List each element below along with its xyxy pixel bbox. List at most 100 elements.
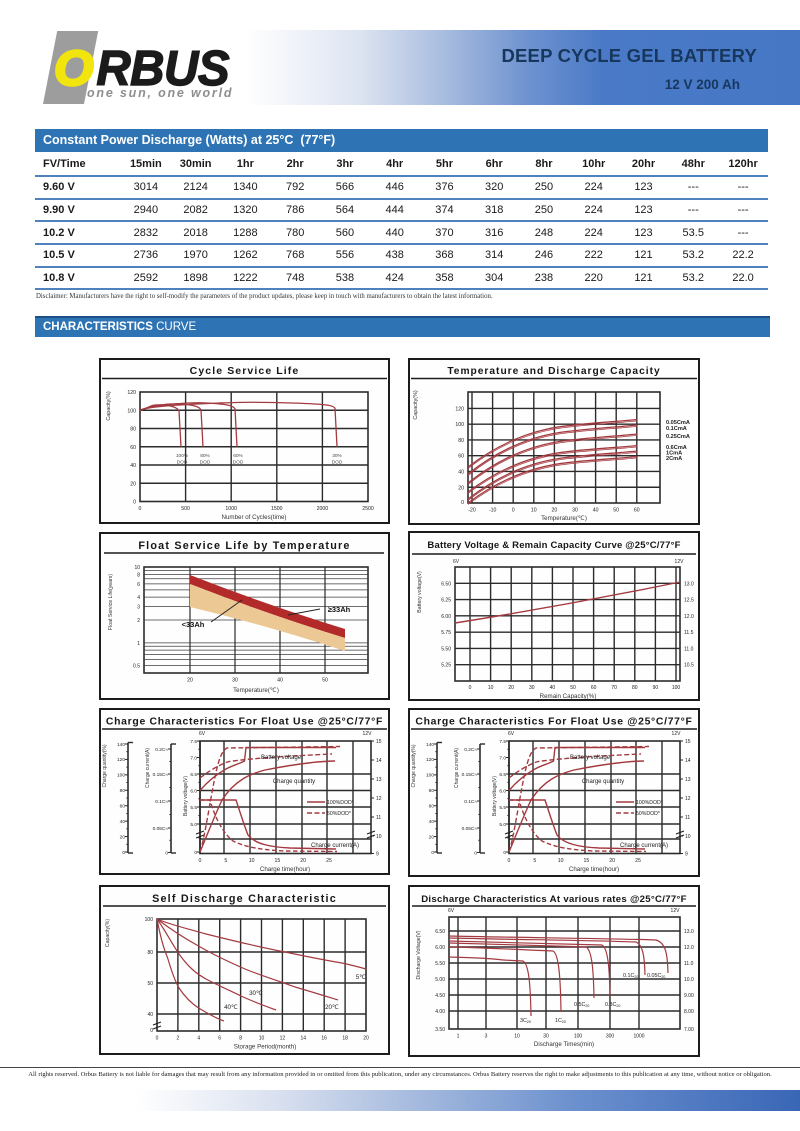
- svg-text:10: 10: [558, 858, 564, 864]
- svg-text:DOD: DOD: [177, 460, 188, 466]
- svg-text:0.5C20: 0.5C20: [574, 1002, 589, 1008]
- svg-text:100: 100: [455, 422, 464, 428]
- svg-text:7.5: 7.5: [190, 739, 197, 745]
- svg-text:11.0: 11.0: [684, 961, 694, 967]
- svg-text:Discharge Voltage(V): Discharge Voltage(V): [416, 930, 422, 979]
- svg-text:60: 60: [458, 454, 464, 460]
- svg-text:Temperature(℃): Temperature(℃): [233, 687, 279, 694]
- svg-text:10: 10: [259, 1036, 265, 1042]
- svg-text:80: 80: [632, 685, 638, 691]
- svg-text:10: 10: [249, 858, 255, 864]
- svg-text:Capacity(%): Capacity(%): [106, 391, 112, 421]
- svg-text:100: 100: [117, 773, 125, 779]
- svg-text:60: 60: [120, 804, 126, 810]
- svg-text:0.3C20: 0.3C20: [605, 1002, 620, 1008]
- svg-text:40: 40: [120, 819, 126, 825]
- svg-text:0.2C≈: 0.2C≈: [155, 747, 168, 753]
- svg-text:1: 1: [137, 641, 140, 647]
- svg-text:140: 140: [117, 742, 125, 748]
- svg-text:100%DOD*: 100%DOD*: [327, 800, 354, 806]
- svg-text:100: 100: [574, 1034, 583, 1040]
- svg-text:9.00: 9.00: [684, 993, 694, 999]
- svg-text:16: 16: [321, 1036, 327, 1042]
- svg-text:4.50: 4.50: [435, 993, 445, 999]
- svg-text:10.0: 10.0: [684, 977, 694, 983]
- svg-text:10.5: 10.5: [684, 663, 694, 669]
- svg-text:4: 4: [197, 1036, 200, 1042]
- svg-text:6.5: 6.5: [190, 772, 197, 778]
- svg-text:1000: 1000: [633, 1034, 644, 1040]
- svg-text:Number of Cycles(time): Number of Cycles(time): [222, 514, 287, 521]
- svg-text:20: 20: [609, 858, 615, 864]
- svg-text:6: 6: [218, 1036, 221, 1042]
- svg-text:100: 100: [145, 917, 154, 923]
- svg-text:30: 30: [543, 1034, 549, 1040]
- svg-text:Cycle Service Life: Cycle Service Life: [190, 365, 300, 377]
- svg-text:6V: 6V: [508, 731, 515, 737]
- svg-text:40: 40: [130, 463, 136, 469]
- svg-text:-10: -10: [489, 508, 497, 514]
- svg-text:80: 80: [130, 427, 136, 433]
- svg-text:5.5: 5.5: [499, 805, 506, 811]
- svg-text:120: 120: [426, 757, 434, 763]
- svg-text:20: 20: [508, 685, 514, 691]
- svg-text:100: 100: [127, 408, 136, 414]
- svg-text:80: 80: [120, 788, 126, 794]
- svg-text:0: 0: [199, 858, 202, 864]
- svg-text:2: 2: [137, 618, 140, 624]
- svg-text:20: 20: [552, 508, 558, 514]
- svg-text:8: 8: [239, 1036, 242, 1042]
- svg-text:15: 15: [685, 739, 691, 745]
- svg-text:Charge current(A): Charge current(A): [620, 843, 668, 849]
- svg-text:30: 30: [529, 685, 535, 691]
- svg-text:5.25: 5.25: [441, 663, 451, 669]
- svg-text:11: 11: [685, 815, 690, 821]
- svg-text:140: 140: [426, 742, 434, 748]
- svg-text:6.00: 6.00: [441, 614, 451, 620]
- svg-text:0: 0: [512, 508, 515, 514]
- svg-text:6.25: 6.25: [441, 598, 451, 604]
- svg-text:Temperature and Discharge C: Temperature and Discharge Capacity: [447, 366, 660, 377]
- svg-text:5.5: 5.5: [190, 805, 197, 811]
- svg-text:Charge time(hour): Charge time(hour): [260, 866, 310, 873]
- svg-text:6V: 6V: [448, 908, 455, 914]
- svg-text:0.6CmA: 0.6CmA: [666, 445, 687, 451]
- svg-text:12V: 12V: [675, 559, 685, 565]
- svg-text:1500: 1500: [271, 506, 283, 512]
- svg-text:60: 60: [130, 445, 136, 451]
- svg-text:60: 60: [429, 804, 435, 810]
- svg-text:120: 120: [127, 390, 136, 396]
- svg-text:Float Service Life by Temperat: Float Service Life by Temperature: [138, 540, 350, 552]
- svg-text:10: 10: [685, 834, 691, 840]
- svg-text:100%DOD*: 100%DOD*: [636, 800, 663, 806]
- svg-text:14: 14: [376, 758, 382, 764]
- svg-text:80%: 80%: [200, 453, 210, 459]
- svg-text:1000: 1000: [225, 506, 237, 512]
- svg-text:2500: 2500: [362, 506, 374, 512]
- svg-text:≥33Ah: ≥33Ah: [328, 605, 351, 614]
- svg-text:40: 40: [147, 1012, 153, 1018]
- svg-text:0.1C20: 0.1C20: [623, 973, 638, 979]
- svg-text:7.00: 7.00: [684, 1027, 694, 1033]
- svg-text:Temperature(℃): Temperature(℃): [541, 515, 587, 522]
- svg-text:60: 60: [634, 508, 640, 514]
- svg-text:50: 50: [613, 508, 619, 514]
- svg-text:25: 25: [326, 858, 332, 864]
- svg-text:4: 4: [137, 595, 140, 601]
- svg-text:5: 5: [533, 858, 536, 864]
- svg-text:100%: 100%: [176, 453, 189, 459]
- svg-text:DOD: DOD: [233, 460, 244, 466]
- svg-text:20: 20: [458, 485, 464, 491]
- svg-text:Remain Capacity(%): Remain Capacity(%): [540, 693, 597, 700]
- svg-text:30: 30: [572, 508, 578, 514]
- svg-text:6.0: 6.0: [499, 788, 506, 794]
- svg-text:0.2C≈: 0.2C≈: [464, 747, 477, 753]
- svg-text:3: 3: [137, 605, 140, 611]
- svg-text:0.05C20: 0.05C20: [647, 973, 665, 979]
- svg-text:9: 9: [376, 851, 379, 857]
- svg-text:12V: 12V: [363, 731, 373, 737]
- svg-text:0.25CmA: 0.25CmA: [666, 434, 690, 440]
- svg-text:0.1C≈: 0.1C≈: [155, 799, 168, 805]
- svg-text:Discharge Characteristics At: Discharge Characteristics At various rat…: [421, 894, 687, 905]
- svg-text:7.5: 7.5: [499, 739, 506, 745]
